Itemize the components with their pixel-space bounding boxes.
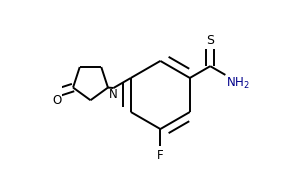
Text: S: S — [206, 34, 214, 47]
Text: O: O — [52, 94, 62, 107]
Text: N: N — [109, 88, 118, 101]
Text: F: F — [157, 149, 164, 162]
Text: NH$_2$: NH$_2$ — [226, 76, 250, 91]
